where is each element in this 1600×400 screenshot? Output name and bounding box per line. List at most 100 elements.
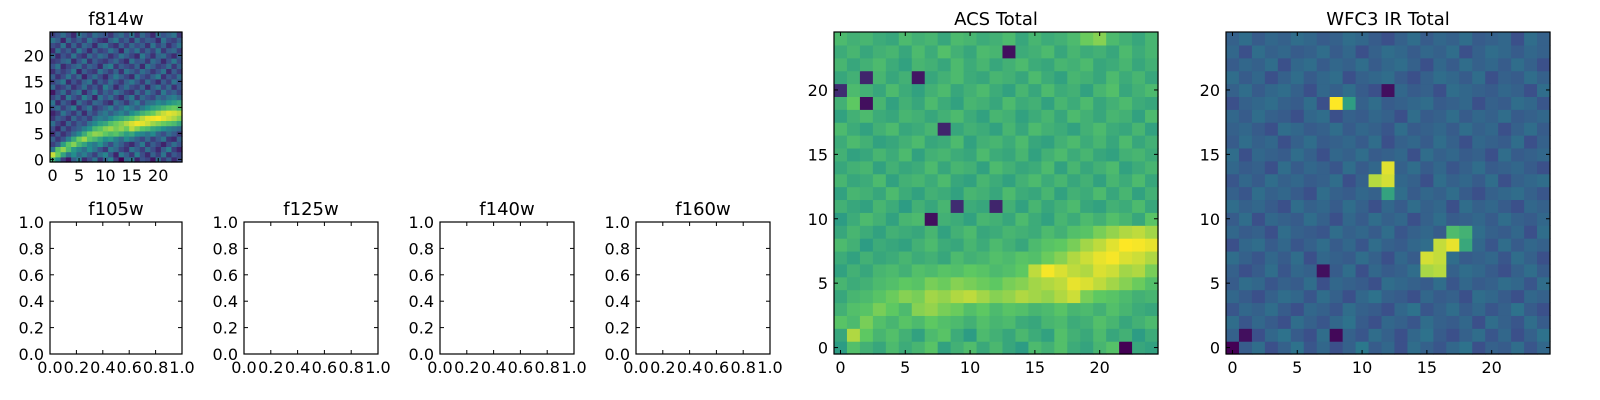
heatmap-cell	[1537, 96, 1551, 110]
heatmap-cell	[846, 44, 861, 59]
heatmap-cell	[145, 58, 151, 64]
heatmap-cell	[123, 78, 130, 85]
heatmap-cell	[65, 37, 72, 43]
heatmap-cell	[50, 89, 56, 95]
heatmap-cell	[76, 58, 83, 64]
heatmap-cell	[1290, 302, 1305, 316]
heatmap-cell	[1511, 173, 1525, 188]
heatmap-cell	[1002, 289, 1017, 304]
heatmap-cell	[129, 125, 136, 132]
heatmap-cell	[1132, 276, 1146, 291]
heatmap-cell	[1106, 328, 1120, 342]
heatmap-cell	[1381, 263, 1396, 278]
heatmap-cell	[97, 47, 104, 54]
heatmap-cell	[92, 68, 99, 75]
heatmap-cell	[1381, 341, 1396, 355]
heatmap-cell	[1277, 57, 1292, 72]
heatmap-cell	[1028, 44, 1042, 59]
heatmap-cell	[1407, 302, 1421, 316]
x-tick-label: 0.8	[730, 358, 755, 377]
heatmap-cell	[166, 156, 173, 163]
heatmap-cell	[1054, 225, 1068, 239]
heatmap-cell	[963, 250, 978, 265]
heatmap-cell	[1329, 186, 1344, 201]
heatmap-cell	[102, 146, 109, 153]
heatmap-cell	[846, 315, 861, 329]
heatmap-cell	[1277, 173, 1292, 188]
heatmap-cell	[1132, 135, 1146, 149]
heatmap-cell	[1394, 70, 1409, 85]
heatmap-cell	[1002, 328, 1017, 342]
heatmap-cell	[1067, 225, 1081, 239]
heatmap-cell	[1472, 315, 1486, 329]
heatmap-cell	[145, 104, 151, 111]
heatmap-cell	[1080, 160, 1094, 175]
heatmap-cell	[1054, 302, 1068, 316]
heatmap-cell	[1472, 57, 1486, 72]
heatmap-cell	[1132, 32, 1146, 46]
heatmap-cell	[129, 58, 136, 64]
heatmap-cell	[872, 263, 887, 278]
heatmap-cell	[81, 47, 88, 54]
heatmap-cell	[86, 84, 93, 90]
heatmap-cell	[1355, 96, 1370, 110]
heatmap-cell	[155, 42, 162, 49]
heatmap-cell	[1093, 315, 1107, 329]
heatmap-cell	[1407, 135, 1421, 149]
heatmap-cell	[846, 57, 861, 72]
heatmap-cell	[108, 89, 114, 95]
heatmap-cell	[950, 315, 965, 329]
heatmap-cell	[1132, 160, 1146, 175]
heatmap-cell	[1226, 186, 1240, 201]
heatmap-cell	[171, 104, 178, 111]
heatmap-cell	[160, 110, 167, 116]
heatmap-cell	[1067, 122, 1081, 136]
heatmap-cell	[859, 160, 874, 175]
heatmap-cell	[1472, 238, 1486, 252]
heatmap-cell	[1394, 160, 1409, 175]
heatmap-cell	[1015, 186, 1029, 201]
heatmap-cell	[1015, 250, 1029, 265]
heatmap-cell	[937, 122, 952, 136]
heatmap-cell	[1028, 160, 1042, 175]
heatmap-cell	[1015, 44, 1029, 59]
heatmap-cell	[86, 68, 93, 75]
heatmap-cell	[55, 89, 62, 95]
heatmap-cell	[885, 302, 900, 316]
heatmap-cell	[976, 238, 991, 252]
heatmap-cell	[1355, 289, 1370, 304]
heatmap-cell	[118, 99, 125, 106]
heatmap-cell	[1080, 122, 1094, 136]
heatmap-cell	[1002, 199, 1017, 213]
heatmap-cell	[81, 136, 88, 142]
heatmap-cell	[150, 47, 157, 54]
heatmap-cell	[1381, 44, 1396, 59]
heatmap-cell	[1015, 135, 1029, 149]
heatmap-cell	[1355, 276, 1370, 291]
heatmap-cell	[1420, 147, 1434, 162]
heatmap-cell	[1472, 302, 1486, 316]
heatmap-cell	[145, 130, 151, 137]
heatmap-cell	[1290, 83, 1305, 97]
heatmap-cell	[1132, 315, 1146, 329]
heatmap-cell	[1264, 289, 1279, 304]
heatmap-cell	[160, 89, 167, 95]
heatmap-cell	[1002, 109, 1017, 123]
heatmap-cell	[1446, 135, 1460, 149]
heatmap-cell	[976, 315, 991, 329]
heatmap-cell	[937, 160, 952, 175]
heatmap-cell	[1054, 328, 1068, 342]
heatmap-cell	[108, 125, 114, 132]
heatmap-cell	[76, 84, 83, 90]
heatmap-cell	[118, 151, 125, 158]
heatmap-cell	[113, 120, 120, 127]
heatmap-cell	[166, 141, 173, 147]
heatmap-cell	[1498, 96, 1512, 110]
heatmap-cell	[81, 125, 88, 132]
heatmap-cell	[1537, 83, 1551, 97]
heatmap-cell	[1537, 225, 1551, 239]
heatmap-cell	[1355, 173, 1370, 188]
heatmap-cell	[1067, 289, 1081, 304]
heatmap-cell	[937, 44, 952, 59]
heatmap-cell	[113, 37, 120, 43]
